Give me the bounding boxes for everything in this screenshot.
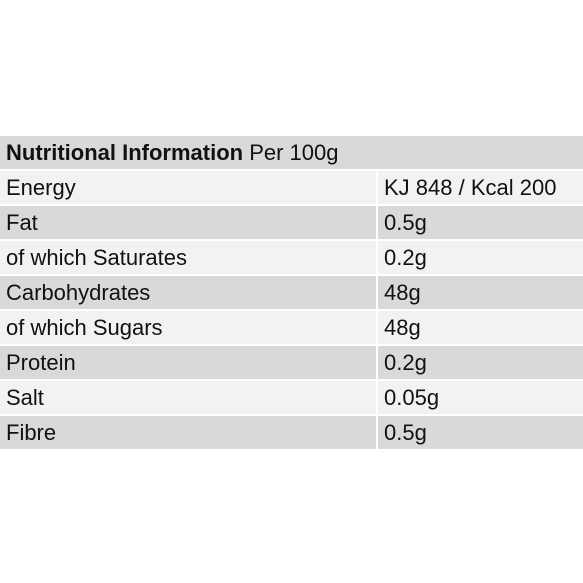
table-title-bold: Nutritional Information <box>6 140 244 165</box>
nutrient-value: 48g <box>376 311 583 346</box>
nutrient-name: Fat <box>0 206 376 241</box>
nutrient-value: KJ 848 / Kcal 200 <box>376 171 583 206</box>
nutrient-name: Protein <box>0 346 376 381</box>
nutrient-name: Fibre <box>0 416 376 451</box>
nutrient-name: of which Saturates <box>0 241 376 276</box>
nutrient-name: Energy <box>0 171 376 206</box>
table-header-row: Nutritional Information Per 100g <box>0 136 583 171</box>
nutrient-name: Carbohydrates <box>0 276 376 311</box>
table-row: of which Saturates 0.2g <box>0 241 583 276</box>
table-row: Salt 0.05g <box>0 381 583 416</box>
nutrient-value: 0.5g <box>376 206 583 241</box>
nutrient-value: 0.05g <box>376 381 583 416</box>
table-row: of which Sugars 48g <box>0 311 583 346</box>
nutrient-name: Salt <box>0 381 376 416</box>
table-row: Energy KJ 848 / Kcal 200 <box>0 171 583 206</box>
table-row: Carbohydrates 48g <box>0 276 583 311</box>
table-row: Protein 0.2g <box>0 346 583 381</box>
table-title-suffix: Per 100g <box>243 140 339 165</box>
nutrient-value: 0.5g <box>376 416 583 451</box>
table-title: Nutritional Information Per 100g <box>0 136 583 171</box>
table-row: Fat 0.5g <box>0 206 583 241</box>
nutrient-value: 0.2g <box>376 346 583 381</box>
table-row: Fibre 0.5g <box>0 416 583 451</box>
nutrition-table: Nutritional Information Per 100g Energy … <box>0 136 583 451</box>
nutrient-value: 48g <box>376 276 583 311</box>
nutrient-name: of which Sugars <box>0 311 376 346</box>
nutrient-value: 0.2g <box>376 241 583 276</box>
